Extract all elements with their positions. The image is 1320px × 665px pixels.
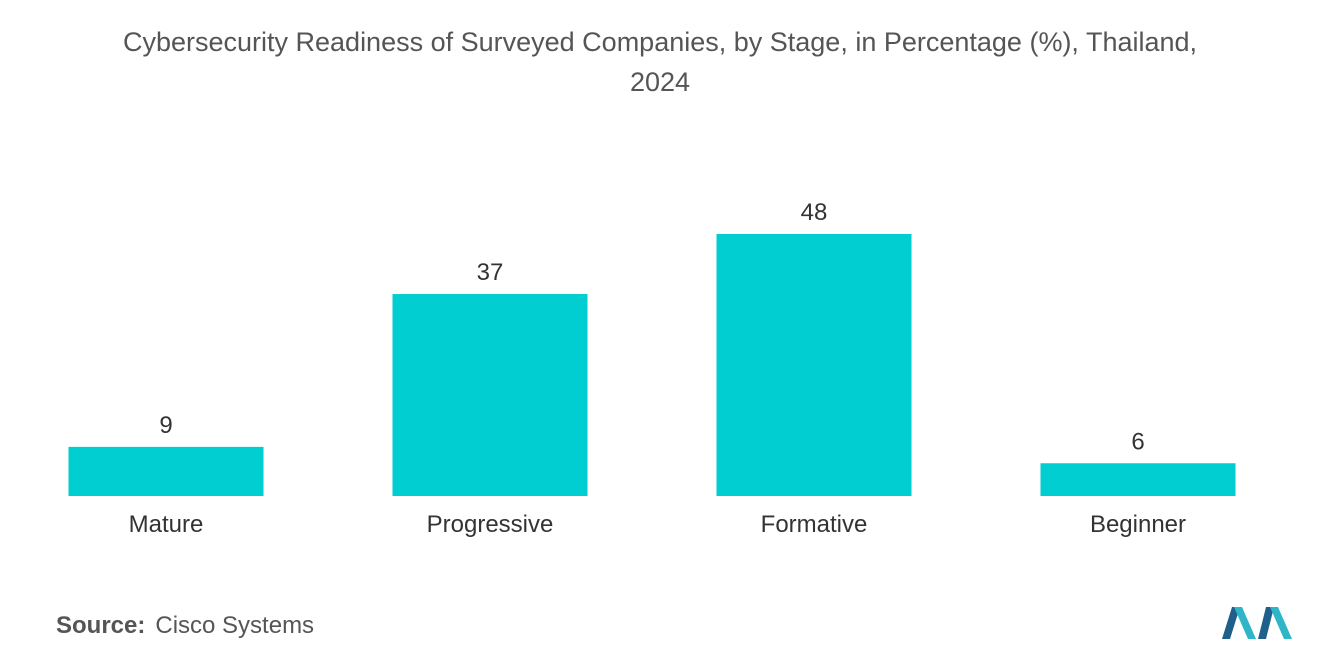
x-tick-label-mature: Mature bbox=[129, 511, 204, 538]
logo-left-diagonal bbox=[1234, 607, 1256, 639]
data-label-mature: 9 bbox=[159, 412, 172, 439]
x-tick-label-beginner: Beginner bbox=[1090, 511, 1186, 538]
data-label-formative: 48 bbox=[801, 199, 828, 226]
logo-right-diagonal bbox=[1270, 607, 1292, 639]
data-label-progressive: 37 bbox=[477, 259, 504, 286]
x-tick-label-progressive: Progressive bbox=[427, 511, 554, 538]
source-note: Source: Cisco Systems bbox=[56, 612, 314, 640]
source-value: Cisco Systems bbox=[155, 612, 315, 639]
logo-middle-stroke bbox=[1258, 607, 1274, 639]
mordor-intelligence-logo-icon bbox=[1222, 607, 1292, 639]
source-label: Source: bbox=[56, 612, 146, 639]
bar-progressive bbox=[392, 294, 588, 496]
bar-formative bbox=[716, 234, 912, 496]
chart-title-line-2: 2024 bbox=[629, 67, 691, 97]
chart-title-line-1: Cybersecurity Readiness of Surveyed Comp… bbox=[122, 27, 1198, 57]
data-label-beginner: 6 bbox=[1131, 428, 1144, 455]
bar-mature bbox=[68, 446, 264, 496]
x-tick-label-formative: Formative bbox=[761, 511, 868, 538]
logo-left-stroke bbox=[1222, 607, 1240, 639]
bar-beginner bbox=[1040, 463, 1236, 496]
chart-title: Cybersecurity Readiness of Surveyed Comp… bbox=[0, 22, 1320, 102]
